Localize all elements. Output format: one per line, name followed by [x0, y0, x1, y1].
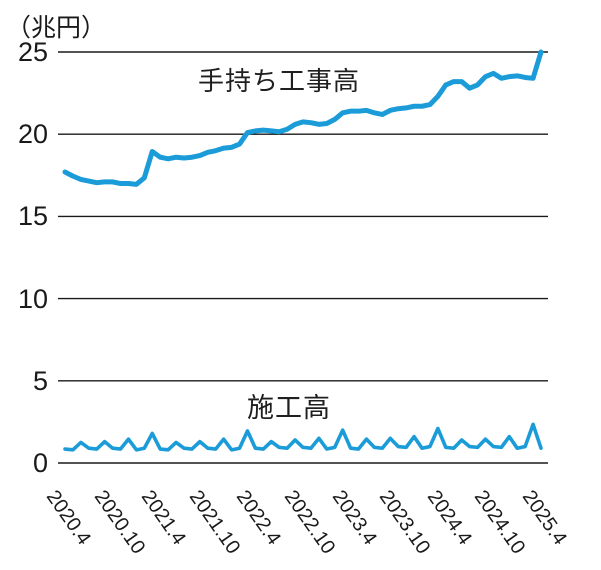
series-label-backlog: 手持ち工事高 [198, 66, 361, 96]
y-axis-unit-label: （兆円） [6, 14, 107, 42]
backlog-line [62, 49, 544, 187]
y-tick-label-25: 25 [17, 37, 48, 67]
y-tick-label-20: 20 [17, 119, 48, 150]
y-tick-label-5: 5 [32, 365, 48, 396]
series-label-performed: 施工高 [247, 393, 331, 423]
y-tick-label-0: 0 [32, 448, 48, 478]
performed-line [63, 422, 543, 452]
y-tick-label-10: 10 [17, 283, 48, 314]
y-tick-label-15: 15 [17, 201, 48, 232]
